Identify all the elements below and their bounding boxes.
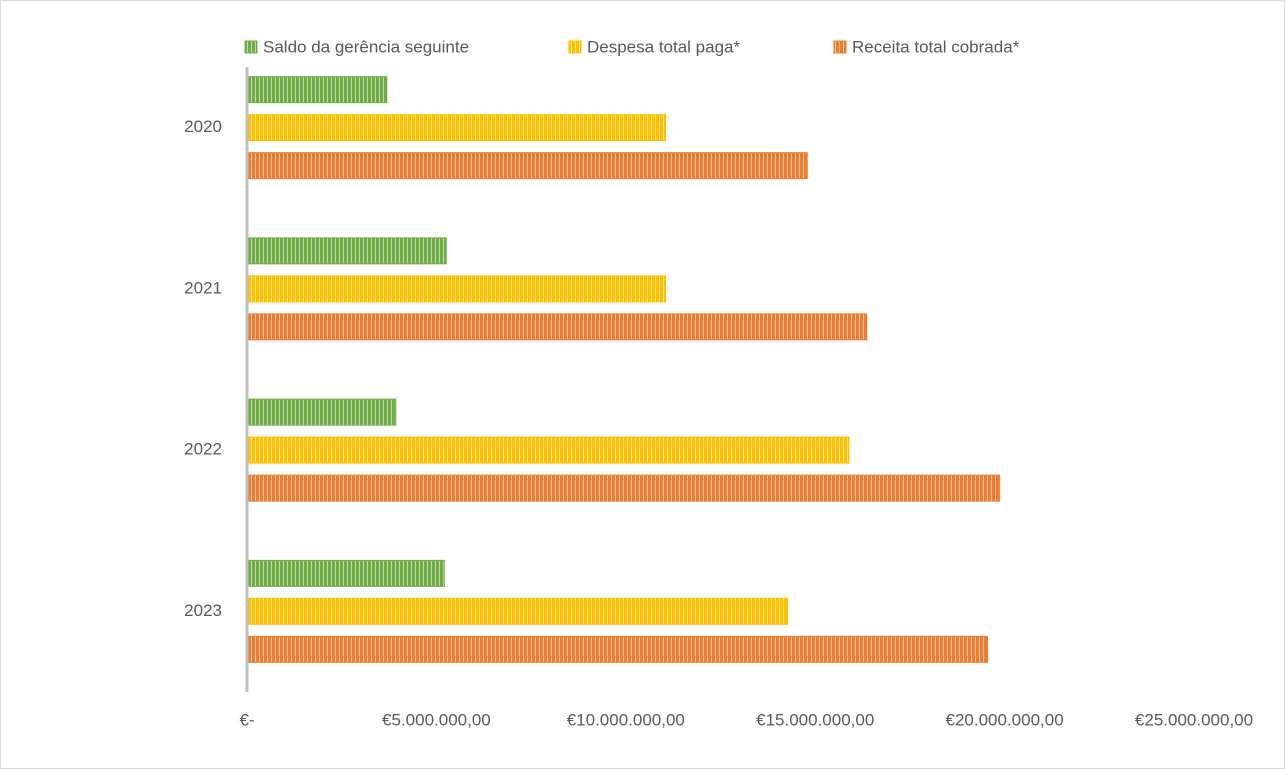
bar: [246, 597, 789, 625]
y-tick-label: 2020: [184, 117, 222, 136]
bar: [246, 474, 1001, 502]
y-tick-label: 2021: [184, 278, 222, 297]
x-tick-label: €20.000.000,00: [946, 710, 1064, 729]
legend-marker: [244, 40, 258, 54]
bar: [246, 313, 868, 341]
legend-marker: [568, 40, 582, 54]
x-tick-label: €25.000.000,00: [1135, 710, 1253, 729]
bar: [246, 398, 397, 426]
bar: [246, 635, 989, 663]
y-tick-label: 2022: [184, 440, 222, 459]
x-tick-label: €5.000.000,00: [382, 710, 491, 729]
bar: [246, 559, 445, 587]
x-tick-label: €15.000.000,00: [756, 710, 874, 729]
bar: [246, 76, 388, 104]
x-tick-label: €-: [239, 710, 254, 729]
legend-label: Despesa total paga*: [587, 37, 740, 56]
bar: [246, 275, 667, 303]
bar: [246, 436, 850, 464]
bar: [246, 152, 808, 180]
bar: [246, 237, 447, 265]
legend-label: Receita total cobrada*: [852, 37, 1020, 56]
legend-label: Saldo da gerência seguinte: [263, 37, 469, 56]
legend-marker: [833, 40, 847, 54]
x-tick-label: €10.000.000,00: [567, 710, 685, 729]
y-tick-label: 2023: [184, 601, 222, 620]
bar: [246, 114, 667, 142]
